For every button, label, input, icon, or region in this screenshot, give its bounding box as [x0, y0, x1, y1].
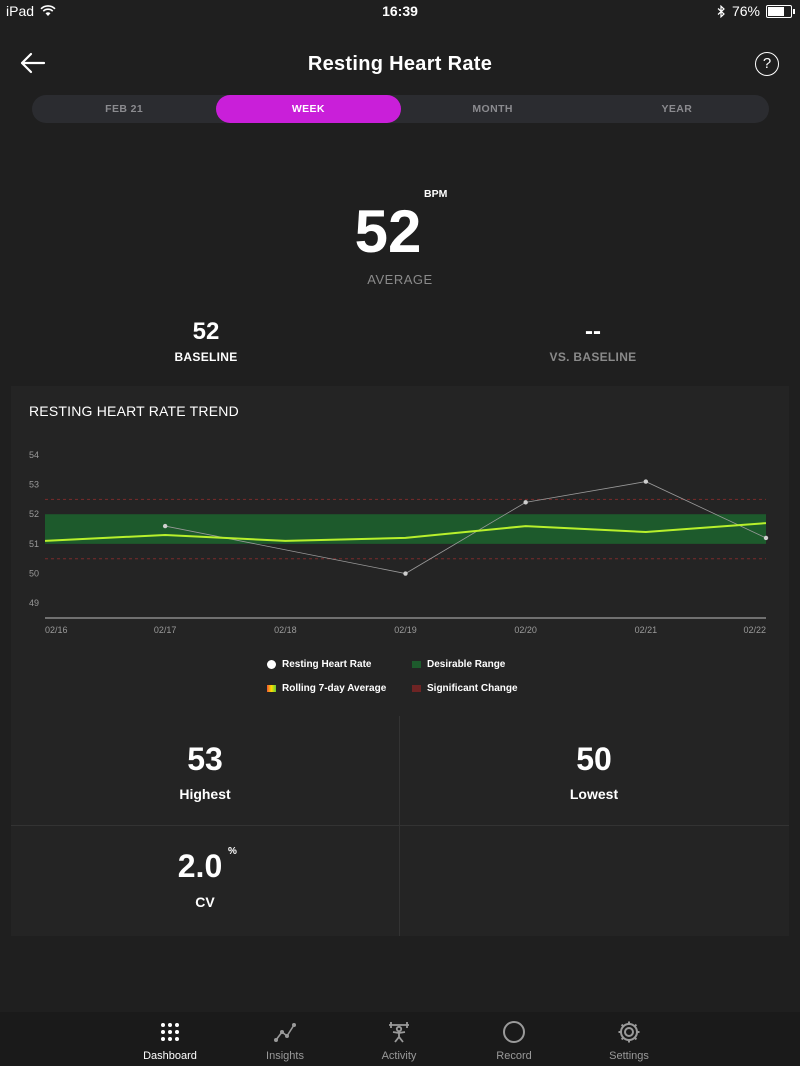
- trend-chart: 49 50 51 52 53 54 02/16 02/17 02/18 02/19 02/20 02/…: [29, 450, 769, 635]
- settings-icon: [618, 1021, 640, 1043]
- nav-insights[interactable]: Insights: [240, 1012, 330, 1066]
- legend-resting-heart-rate: Resting Heart Rate: [267, 659, 371, 670]
- trend-title: RESTING HEART RATE TREND: [29, 403, 239, 419]
- average-label: AVERAGE: [367, 272, 433, 287]
- baseline-value: 52: [192, 318, 220, 345]
- x-tick-label: 02/19: [394, 625, 417, 635]
- bpm-unit: BPM: [424, 188, 448, 200]
- legend-swatch: [412, 661, 421, 668]
- cv-unit: %: [228, 846, 237, 857]
- page-title: Resting Heart Rate: [307, 53, 493, 75]
- cv-label: CV: [195, 894, 215, 910]
- y-tick-label: 54: [29, 450, 39, 460]
- tab-day[interactable]: FEB 21: [105, 103, 144, 115]
- record-icon: [503, 1021, 525, 1043]
- bottom-nav: Dashboard Insights Activity Record: [0, 1012, 800, 1066]
- legend-dot-icon: [267, 660, 276, 669]
- resting-heart-rate-point: [643, 479, 649, 484]
- vs-baseline-value: --: [585, 318, 601, 345]
- highest-value: 53: [187, 741, 223, 777]
- x-tick-label: 02/20: [514, 625, 537, 635]
- x-tick-label: 02/18: [274, 625, 297, 635]
- legend-swatch: [412, 685, 421, 692]
- trend-card: RESTING HEART RATE TREND 49 50 51 52 53 54 02/…: [11, 386, 789, 936]
- x-tick-label: 02/16: [45, 625, 68, 635]
- x-tick-label: 02/17: [154, 625, 177, 635]
- x-tick-label: 02/21: [635, 625, 658, 635]
- y-tick-label: 49: [29, 598, 39, 608]
- legend-desirable-range: Desirable Range: [412, 659, 505, 670]
- stats-divider-vertical: [399, 716, 400, 936]
- device-name: iPad: [6, 3, 35, 19]
- back-arrow-icon[interactable]: [18, 50, 48, 76]
- y-tick-label: 53: [29, 480, 39, 490]
- help-icon[interactable]: ?: [755, 52, 779, 76]
- status-bar: iPad 16:39 76%: [0, 0, 800, 22]
- y-tick-label: 52: [29, 509, 39, 519]
- baseline-label: BASELINE: [174, 350, 238, 364]
- lowest-value: 50: [576, 741, 612, 777]
- period-tabs: FEB 21 WEEK MONTH YEAR: [32, 95, 769, 123]
- resting-heart-rate-point: [763, 535, 769, 541]
- nav-settings[interactable]: Settings: [584, 1012, 674, 1066]
- wifi-icon: [40, 5, 56, 16]
- rolling-average-line: [44, 522, 767, 542]
- nav-activity[interactable]: Activity: [354, 1012, 444, 1066]
- y-tick-label: 50: [29, 569, 39, 579]
- vs-baseline-label: VS. BASELINE: [549, 350, 637, 364]
- activity-icon: [389, 1022, 409, 1043]
- battery-fill: [768, 6, 784, 16]
- lowest-label: Lowest: [569, 786, 619, 802]
- average-value: 52: [354, 198, 422, 265]
- highest-label: Highest: [179, 786, 231, 802]
- battery-percent: 76%: [731, 3, 760, 19]
- resting-heart-rate-point: [162, 523, 168, 529]
- cv-value: 2.0: [177, 848, 223, 884]
- tab-year[interactable]: YEAR: [661, 103, 693, 115]
- resting-heart-rate-point: [403, 571, 408, 576]
- tab-month[interactable]: MONTH: [472, 103, 513, 115]
- stats-divider-horizontal: [11, 825, 789, 826]
- dashboard-icon: [161, 1023, 179, 1041]
- x-tick-label: 02/22: [743, 625, 766, 635]
- resting-heart-rate-point: [523, 500, 528, 505]
- bluetooth-icon: [717, 4, 725, 18]
- battery-icon: [766, 4, 795, 18]
- insights-icon: [274, 1023, 296, 1042]
- nav-record[interactable]: Record: [469, 1012, 559, 1066]
- y-tick-label: 51: [29, 539, 39, 549]
- legend-swatch: [267, 685, 276, 692]
- status-time: 16:39: [382, 3, 418, 19]
- legend-rolling-average: Rolling 7-day Average: [267, 683, 386, 694]
- nav-dashboard[interactable]: Dashboard: [125, 1012, 215, 1066]
- legend-significant-change: Significant Change: [412, 683, 518, 694]
- desirable-range-band: [45, 514, 766, 544]
- tab-week[interactable]: WEEK: [216, 95, 401, 123]
